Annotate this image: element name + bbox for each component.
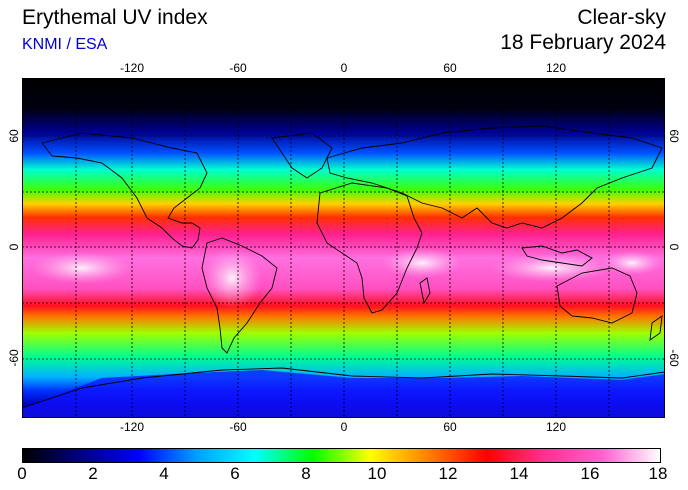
lat-tick-left: 60	[7, 129, 21, 143]
colorbar-tick-label: 18	[648, 464, 668, 483]
colorbar-tick-label: 2	[88, 464, 98, 483]
lon-tick-bottom: 120	[545, 420, 567, 434]
lon-tick-bottom: 60	[443, 420, 457, 434]
lon-tick-top: -120	[119, 61, 145, 75]
lon-tick-top: 60	[443, 61, 457, 75]
colorbar-tick-label: 0	[17, 464, 27, 483]
colorbar-tick-label: 6	[230, 464, 240, 483]
colorbar-tick-label: 14	[509, 464, 529, 483]
lat-tick-right: 60	[667, 129, 681, 143]
uv-index-map	[22, 78, 665, 418]
uv-colorbar	[22, 448, 661, 463]
coastlines	[22, 125, 665, 409]
lon-tick-top: -60	[229, 61, 247, 75]
sky-condition: Clear-sky	[577, 6, 666, 29]
lon-tick-top: 0	[340, 61, 348, 75]
colorbar-tick-label: 16	[580, 464, 600, 483]
colorbar-tick-label: 10	[367, 464, 387, 483]
lat-tick-left: -60	[7, 349, 21, 367]
colorbar-tick-label: 8	[301, 464, 311, 483]
lon-tick-bottom: -60	[229, 420, 247, 434]
lon-tick-bottom: 0	[340, 420, 348, 434]
colorbar-tick-label: 4	[159, 464, 169, 483]
map-date: 18 February 2024	[500, 31, 666, 54]
graticule	[22, 78, 665, 418]
lat-tick-left: 0	[7, 243, 21, 251]
lon-tick-bottom: -120	[119, 420, 145, 434]
colorbar-tick-label: 12	[438, 464, 458, 483]
lat-tick-right: -60	[667, 349, 681, 367]
lon-tick-top: 120	[545, 61, 567, 75]
map-title: Erythemal UV index	[22, 6, 208, 29]
lat-tick-right: 0	[667, 243, 681, 251]
data-source: KNMI / ESA	[22, 36, 108, 53]
